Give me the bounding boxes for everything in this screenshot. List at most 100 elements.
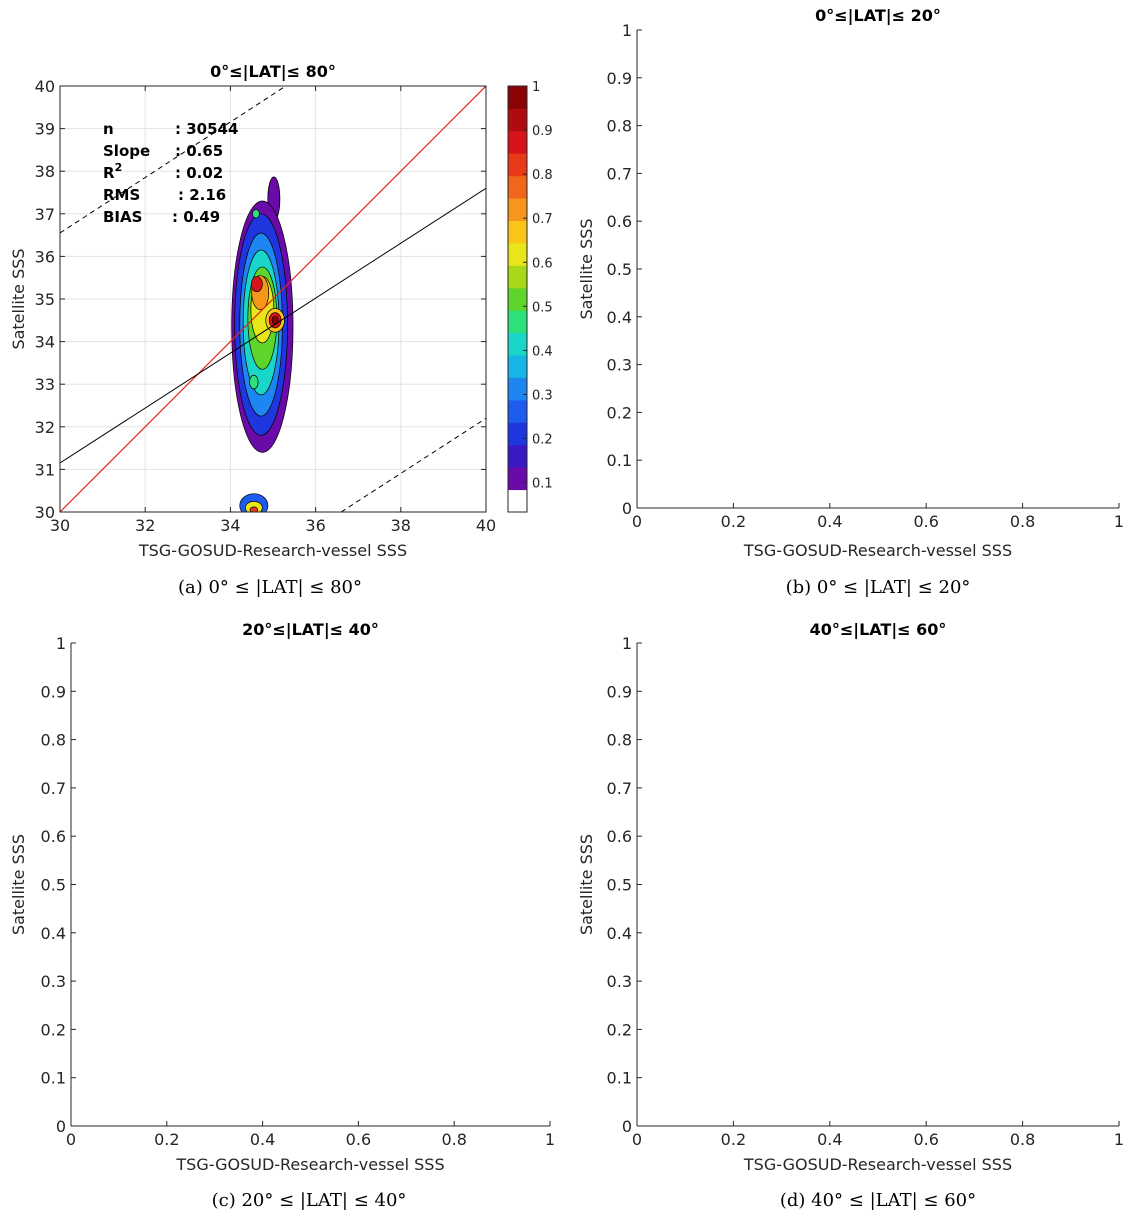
y-tick-label: 0 [56,1117,66,1136]
x-tick-label: 1 [545,1130,555,1149]
y-tick-label: 1 [622,634,632,653]
stat-label: R2 [103,161,122,182]
colorbar-tick-label: 1 [532,80,540,95]
colorbar-segment [508,355,527,378]
colorbar-tick-label: 0.5 [532,300,553,315]
panel-title: 20°≤|LAT|≤ 40° [242,620,379,640]
colorbar-segment [508,287,527,311]
colorbar-segment [508,444,527,468]
colorbar-segment [508,86,527,109]
x-tick-label: 0 [66,1130,76,1149]
colorbar-segment [508,242,527,266]
colorbar-tick-label: 0.4 [532,344,553,359]
one-to-one-line [60,86,486,512]
colorbar-tick-label: 0.7 [532,212,553,227]
colorbar-segment [508,153,527,177]
stat-value: : 0.49 [172,208,220,226]
y-tick-label: 40 [35,77,55,96]
colorbar-segment [508,399,527,423]
y-tick-label: 0 [622,499,632,518]
stat-label-text: R [103,164,115,182]
subfigure-caption: (d) 40° ≤ |LAT| ≤ 60° [780,1190,976,1211]
colorbar-segment [508,377,527,401]
x-tick-label: 38 [391,516,411,535]
colorbar-segment [508,489,527,513]
panel-a: n: 30544 Slope: 0.65 R2: 0.02 RMS: 2.16 BIAS… [9,62,553,598]
colorbar-tick-label: 0.6 [532,256,553,271]
y-tick-label: 37 [35,205,55,224]
colorbar-tick-label: 0.9 [532,124,553,139]
y-tick-label: 35 [35,290,55,309]
colorbar-tick-label: 0.8 [532,168,553,183]
y-axis-label: Satellite SSS [577,834,596,935]
panel-b: 0 0.2 0.4 0.6 0.8 1 0 0.1 0.2 0.3 0.4 0.5 0.6 0.7 0.8 0… [577,6,1124,598]
colorbar-segment [508,175,527,199]
y-axis-label: Satellite SSS [9,248,28,349]
x-tick-label: 0.8 [1010,512,1035,531]
colorbar-segment [508,220,527,244]
x-tick-label: 0.6 [346,1130,371,1149]
density-contours [60,86,486,512]
stat-label: n [103,120,114,138]
y-tick-label: 30 [35,503,55,522]
y-tick-label: 0.4 [607,924,632,943]
y-tick-label: 0.1 [607,451,632,470]
y-tick-label: 0.3 [41,972,66,991]
x-tick-label: 0.4 [250,1130,275,1149]
stat-value: : 2.16 [178,186,226,204]
stat-label-text: RMS [103,186,140,204]
x-tick-label: 0.4 [817,1130,842,1149]
x-tick-label: 30 [50,516,70,535]
y-tick-label: 0.6 [607,212,632,231]
y-tick-label: 0.7 [607,164,632,183]
y-tick-label: 33 [35,375,55,394]
colorbar-tick-label: 0.3 [532,388,553,403]
y-tick-label: 0.5 [41,876,66,895]
stat-value: : 30544 [175,120,238,138]
y-tick-label: 0.6 [607,827,632,846]
colorbar-segment [508,310,527,334]
x-tick-label: 0 [632,1130,642,1149]
y-tick-label: 0.8 [41,731,66,750]
density-contour [250,276,263,293]
y-tick-label: 38 [35,162,55,181]
x-tick-label: 0.6 [913,512,938,531]
x-axis-label: TSG-GOSUD-Research-vessel SSS [743,1155,1012,1174]
subfigure-caption: (c) 20° ≤ |LAT| ≤ 40° [212,1190,407,1211]
colorbar-frame [507,85,528,513]
x-tick-label: 1 [1114,1130,1124,1149]
y-tick-label: 0.2 [607,403,632,422]
colorbar-segment [508,332,527,356]
y-tick-label: 1 [622,21,632,40]
x-tick-label: 0.8 [441,1130,466,1149]
x-tick-label: 0.2 [721,512,746,531]
y-tick-label: 39 [35,120,55,139]
lower-bound-line [340,417,486,512]
y-tick-label: 0.7 [607,779,632,798]
y-tick-label: 0.3 [607,972,632,991]
y-tick-label: 36 [35,247,55,266]
colorbar-segment [508,265,527,289]
stat-label: BIAS [103,208,142,226]
regression-line [60,187,486,464]
x-tick-label: 32 [135,516,155,535]
y-tick-label: 0.1 [607,1069,632,1088]
y-axis-label: Satellite SSS [9,834,28,935]
y-tick-label: 0.9 [607,69,632,88]
colorbar-tick-label: 0.1 [532,477,553,492]
stat-label-text: BIAS [103,208,142,226]
x-tick-label: 0.2 [154,1130,179,1149]
panel-title: 0°≤|LAT|≤ 80° [210,62,336,82]
x-axis-label: TSG-GOSUD-Research-vessel SSS [175,1155,444,1174]
x-axis-label: TSG-GOSUD-Research-vessel SSS [743,541,1012,560]
density-contour [249,506,259,512]
y-tick-label: 0.2 [41,1020,66,1039]
stat-label-superscript: 2 [115,161,123,174]
stat-label: RMS [103,186,140,204]
density-contour [249,374,259,390]
stat-value: : 0.65 [175,142,223,160]
x-tick-label: 0.8 [1010,1130,1035,1149]
x-tick-label: 34 [220,516,240,535]
x-tick-label: 0.4 [817,512,842,531]
colorbar-tick-label: 0.2 [532,433,553,448]
